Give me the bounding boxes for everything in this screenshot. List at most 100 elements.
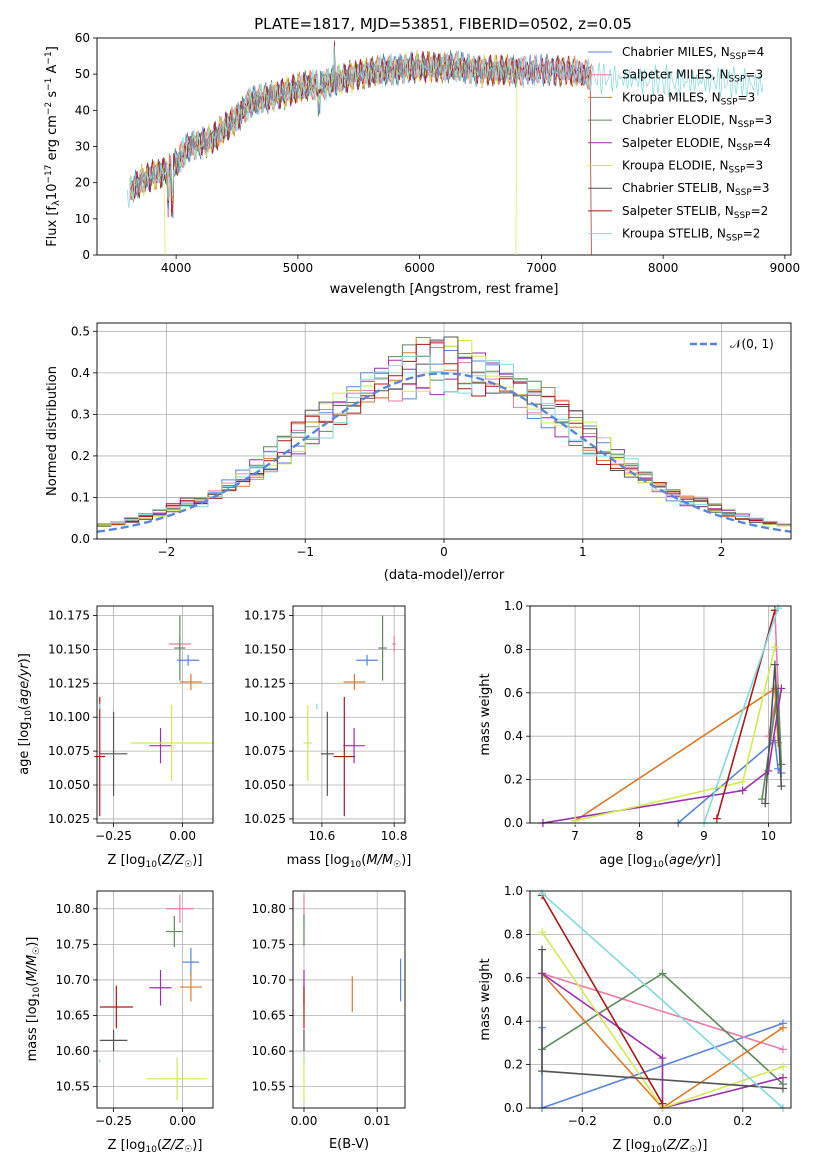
- y-tick-label: 30: [75, 140, 90, 154]
- residuals-xlabel: (data-model)/error: [384, 568, 505, 583]
- y-tick-label: 10.125: [48, 676, 90, 690]
- errorbar-point: [356, 654, 378, 666]
- weight-marker: [658, 969, 667, 978]
- weight-marker: [658, 1054, 667, 1063]
- weight-vs-age-ylabel: mass weight: [478, 673, 493, 755]
- spectrum-axes: 4000 5000 6000 7000 8000 9000 0 10 20 30 40 50 60: [75, 31, 800, 275]
- weight-marker: [778, 1073, 787, 1082]
- x-tick-label: −0.25: [95, 829, 132, 843]
- x-tick-label: 6000: [404, 261, 435, 275]
- weight-marker: [777, 684, 786, 693]
- weight-marker: [777, 760, 786, 769]
- y-tick-label: 10.65: [56, 1009, 90, 1023]
- x-tick-label: 8000: [648, 261, 679, 275]
- y-tick-label: 10.075: [48, 744, 90, 758]
- y-tick-label: 0.3: [71, 407, 90, 421]
- errorbar-point: [149, 969, 172, 1006]
- weight-marker: [770, 643, 779, 652]
- y-tick-label: 0.6: [504, 971, 523, 985]
- y-tick-label: 10.55: [56, 1080, 90, 1094]
- y-tick-label: 0.0: [504, 816, 523, 830]
- y-tick-label: 10.050: [244, 778, 286, 792]
- errorbar-point: [99, 1029, 128, 1052]
- y-tick-label: 0.8: [504, 642, 523, 656]
- mass-vs-Z-ylabel: mass [log10(M/M☉)]: [25, 937, 42, 1062]
- age-vs-mass-axes: 10.6 10.8 10.025 10.050 10.075 10.100 10.125 10…: [244, 606, 408, 843]
- y-tick-label: 0.5: [71, 324, 90, 338]
- weight-marker: [538, 1067, 547, 1076]
- x-tick-label: 0.00: [169, 1114, 196, 1128]
- weight-marker: [658, 1099, 667, 1108]
- y-tick-label: 10.80: [252, 902, 286, 916]
- y-tick-label: 10.050: [48, 778, 90, 792]
- y-tick-label: 0.2: [504, 1058, 523, 1072]
- weight-line-kroupa-stelib: [541, 892, 784, 1108]
- y-tick-label: 10.70: [252, 973, 286, 987]
- x-tick-label: 4000: [161, 261, 192, 275]
- x-tick-label: 0: [440, 545, 448, 559]
- figure-title: PLATE=1817, MJD=53851, FIBERID=0502, z=0…: [254, 15, 632, 33]
- mass-vs-Z-xlabel: Z [log10(Z/Z☉)]: [108, 1138, 203, 1155]
- y-tick-label: 0.8: [504, 927, 523, 941]
- errorbar-point: [343, 728, 365, 764]
- x-tick-label: 9: [700, 829, 708, 843]
- x-tick-label: 0.0: [653, 1114, 672, 1128]
- legend-entry: Chabrier MILES, NSSP=4: [622, 45, 764, 62]
- x-tick-label: 0.00: [169, 829, 196, 843]
- y-tick-label: 0.1: [71, 490, 90, 504]
- errorbar-point: [99, 711, 128, 796]
- errorbar-point: [174, 615, 186, 681]
- x-tick-label: 7000: [526, 261, 557, 275]
- errorbar-point: [333, 696, 356, 817]
- weight-line-salpeter-stelib: [541, 894, 664, 1105]
- y-tick-label: 20: [75, 176, 90, 190]
- residuals-axes: −2 −1 0 1 2 0.0 0.1 0.2 0.3 0.4 0.5: [71, 323, 791, 559]
- age-vs-Z-ylabel: age [log10(age/yr)]: [17, 653, 34, 775]
- mass-vs-ebv-xlabel: E(B-V): [329, 1137, 369, 1152]
- y-tick-label: 10.150: [48, 642, 90, 656]
- errorbar-point: [343, 673, 366, 691]
- x-tick-label: −1: [296, 545, 314, 559]
- errorbar-point: [94, 696, 106, 817]
- y-tick-label: 10.025: [48, 812, 90, 826]
- errorbar-point: [378, 615, 387, 681]
- x-tick-label: 10: [761, 829, 776, 843]
- y-tick-label: 0.4: [71, 366, 90, 380]
- x-tick-label: −0.2: [568, 1114, 597, 1128]
- weight-marker: [538, 945, 547, 954]
- x-tick-label: 0.2: [733, 1114, 752, 1128]
- weight-marker: [738, 777, 747, 786]
- y-tick-label: 10.75: [252, 937, 286, 951]
- y-tick-label: 10.75: [56, 937, 90, 951]
- y-tick-label: 10.100: [244, 710, 286, 724]
- y-tick-label: 1.0: [504, 599, 523, 613]
- y-tick-label: 1.0: [504, 884, 523, 898]
- y-tick-label: 10.70: [56, 973, 90, 987]
- weight-marker: [758, 795, 766, 804]
- x-tick-label: 8: [636, 829, 644, 843]
- y-tick-label: 0: [82, 248, 90, 262]
- y-tick-label: 10.125: [244, 676, 286, 690]
- legend-entry: 𝒩(0, 1): [730, 337, 774, 351]
- errorbar-point: [149, 728, 172, 764]
- weight-marker: [777, 782, 786, 791]
- x-tick-label: −0.25: [95, 1114, 132, 1128]
- y-tick-label: 10: [75, 212, 90, 226]
- y-tick-label: 0.2: [504, 773, 523, 787]
- legend-entry: Kroupa STELIB, NSSP=2: [622, 227, 760, 244]
- weight-marker: [571, 816, 580, 825]
- age-vs-mass-frame: [292, 605, 406, 824]
- weight-marker: [778, 1023, 787, 1032]
- y-tick-label: 10.175: [48, 608, 90, 622]
- y-tick-label: 10.075: [244, 744, 286, 758]
- residual-hist-salpeter-stelib: [97, 342, 791, 527]
- residuals-frame: [96, 322, 792, 540]
- weight-vs-Z-axes: −0.2 0.0 0.2 0.0 0.2 0.4 0.6 0.8 1.0: [504, 884, 791, 1128]
- errorbar-point: [99, 703, 101, 710]
- x-tick-label: 5000: [283, 261, 314, 275]
- errorbar-point: [130, 705, 213, 781]
- age-vs-Z-xlabel: Z [log10(Z/Z☉)]: [108, 853, 203, 870]
- x-tick-label: 1: [579, 545, 587, 559]
- weight-marker: [774, 604, 783, 613]
